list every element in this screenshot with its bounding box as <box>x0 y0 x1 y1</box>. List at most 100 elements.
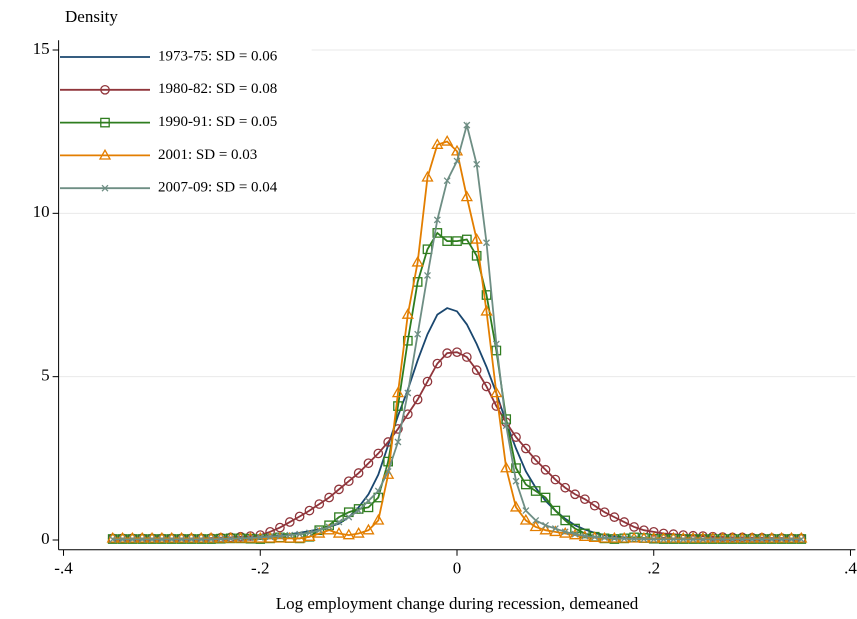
marker <box>304 505 315 516</box>
marker <box>599 507 610 518</box>
legend-label: 1980-82: SD = 0.08 <box>158 81 277 97</box>
marker <box>365 497 372 505</box>
marker <box>640 535 648 543</box>
marker <box>580 494 590 505</box>
marker <box>402 335 413 346</box>
marker <box>286 531 294 539</box>
x-tick-label: .4 <box>844 559 857 578</box>
marker <box>480 304 493 316</box>
marker <box>158 535 166 543</box>
marker <box>128 535 136 543</box>
marker <box>460 190 473 202</box>
marker <box>530 455 541 465</box>
marker <box>540 464 551 475</box>
marker <box>412 394 423 405</box>
marker <box>187 535 195 543</box>
marker <box>424 271 431 279</box>
marker <box>629 522 639 532</box>
marker <box>401 308 414 319</box>
marker <box>627 531 641 543</box>
marker <box>481 381 492 392</box>
marker <box>709 535 717 543</box>
marker <box>414 330 422 338</box>
x-tick-label: .2 <box>647 559 660 578</box>
marker <box>276 532 284 540</box>
marker <box>609 512 620 522</box>
marker <box>648 526 659 537</box>
legend: 1973-75: SD = 0.06 1980-82: SD = 0.08 1990… <box>59 41 312 204</box>
marker <box>591 533 599 541</box>
y-tick-label: 15 <box>33 39 50 58</box>
marker <box>275 522 285 533</box>
marker <box>738 535 746 543</box>
marker <box>315 526 323 534</box>
legend-label: 2007-09: SD = 0.04 <box>158 180 278 196</box>
series-line <box>112 307 802 541</box>
x-axis-label: Log employment change during recession, … <box>276 594 639 613</box>
marker <box>571 530 579 538</box>
marker <box>332 526 346 538</box>
marker <box>294 511 305 522</box>
marker <box>522 507 530 515</box>
marker <box>550 505 561 516</box>
marker <box>492 340 500 348</box>
x-tick-label: 0 <box>453 559 462 578</box>
marker <box>768 535 776 543</box>
marker <box>669 535 677 543</box>
marker <box>530 486 541 496</box>
marker <box>539 523 552 535</box>
marker <box>463 121 471 129</box>
marker <box>581 532 589 540</box>
marker <box>452 236 462 246</box>
legend-label: 2001: SD = 0.03 <box>158 147 257 163</box>
marker <box>719 535 727 543</box>
marker <box>138 535 146 543</box>
marker <box>650 535 658 543</box>
marker <box>422 376 433 387</box>
marker <box>227 535 235 543</box>
marker <box>512 477 520 485</box>
marker <box>511 432 521 442</box>
series-line <box>112 351 802 540</box>
series-line <box>112 231 802 540</box>
marker <box>266 533 274 541</box>
marker <box>550 474 561 485</box>
marker <box>197 535 205 543</box>
marker <box>100 84 110 95</box>
marker <box>362 523 375 535</box>
marker <box>178 535 186 543</box>
marker <box>529 520 542 532</box>
marker <box>521 443 531 454</box>
marker <box>461 234 472 245</box>
marker <box>491 401 502 411</box>
y-tick-label: 10 <box>33 202 50 221</box>
marker <box>305 529 313 537</box>
marker <box>325 523 333 531</box>
marker <box>560 515 571 526</box>
marker <box>207 535 215 543</box>
marker <box>284 517 295 527</box>
marker <box>500 461 513 473</box>
marker <box>473 160 481 168</box>
marker <box>404 389 412 397</box>
marker <box>660 535 668 543</box>
marker <box>246 534 254 542</box>
marker <box>148 535 156 543</box>
marker <box>335 518 343 526</box>
marker <box>343 476 354 487</box>
marker <box>509 500 523 512</box>
marker <box>748 535 756 543</box>
y-tick-label: 0 <box>41 529 50 548</box>
marker <box>353 504 364 514</box>
x-tick-label: -.2 <box>251 559 269 578</box>
marker <box>540 492 551 503</box>
marker <box>342 528 355 540</box>
marker <box>521 479 531 490</box>
marker <box>393 401 403 411</box>
marker <box>519 513 532 525</box>
marker <box>442 348 453 358</box>
marker <box>570 523 580 534</box>
marker <box>374 487 382 495</box>
marker <box>679 535 687 543</box>
